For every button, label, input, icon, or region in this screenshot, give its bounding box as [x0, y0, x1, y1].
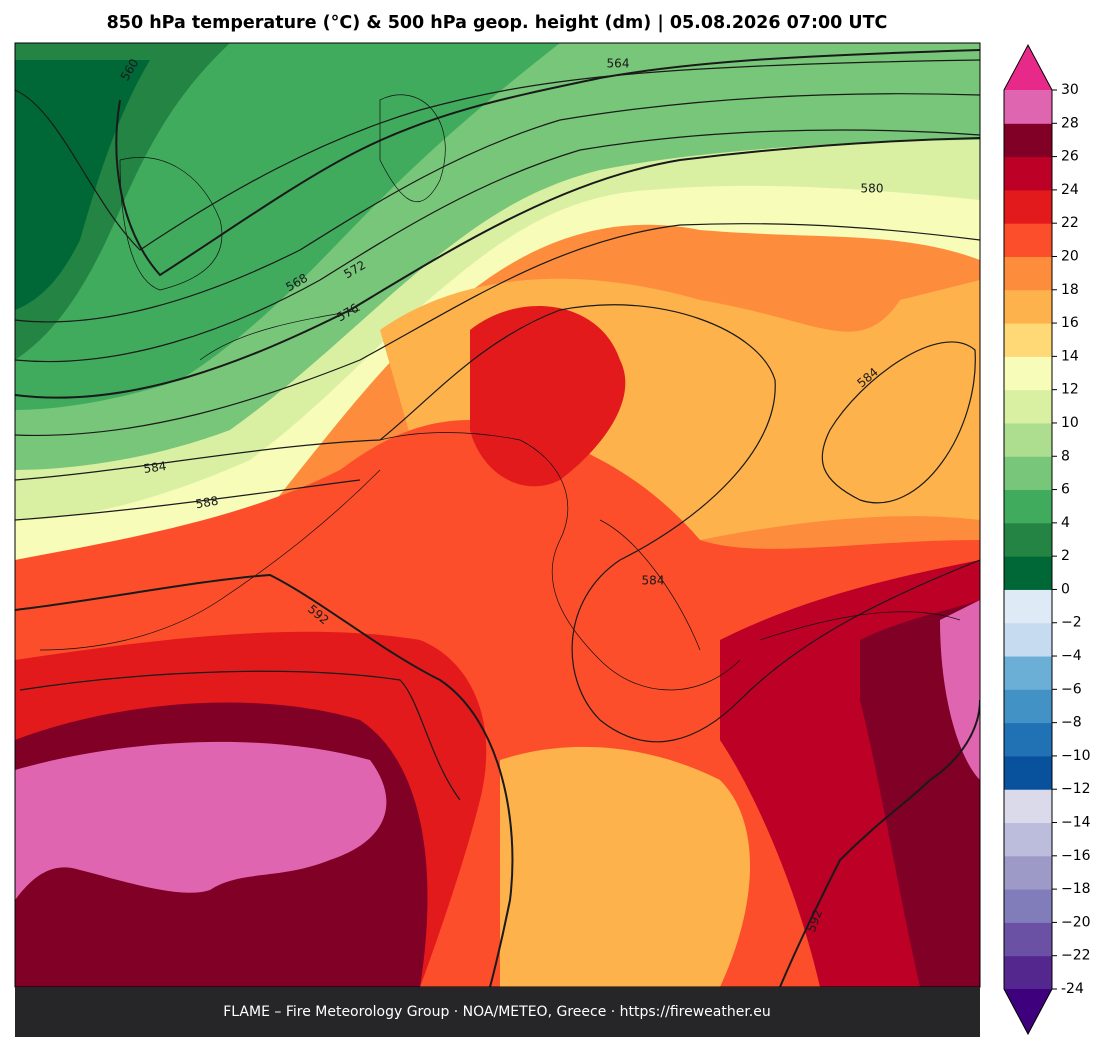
- colorbar-tick-label: −20: [1061, 914, 1091, 930]
- colorbar-band: [1004, 656, 1052, 690]
- colorbar-band: [1004, 289, 1052, 324]
- title: 850 hPa temperature (°C) & 500 hPa geop.…: [107, 13, 888, 33]
- colorbar-band: [1004, 422, 1052, 457]
- temp-area: [470, 306, 626, 487]
- contour-label: 564: [607, 57, 630, 71]
- colorbar-tick-label: 26: [1061, 149, 1079, 165]
- footer-text: FLAME – Fire Meteorology Group · NOA/MET…: [223, 1004, 771, 1020]
- contour-line: [15, 137, 980, 399]
- colorbar-band: [1004, 489, 1052, 524]
- colorbar-tick-label: 22: [1061, 215, 1079, 231]
- contour-line: [15, 129, 980, 363]
- colorbar-band: [1004, 556, 1052, 590]
- colorbar-band: [1004, 90, 1052, 124]
- colorbar-tick-label: −8: [1061, 715, 1082, 731]
- colorbar-band: [1004, 356, 1052, 391]
- colorbar-tick-label: 4: [1061, 515, 1070, 531]
- colorbar-tick-label: −10: [1061, 748, 1091, 764]
- colorbar-tick-label: 8: [1061, 448, 1070, 464]
- footer-bar: [15, 987, 980, 1037]
- colorbar-tick-label: −14: [1061, 815, 1091, 831]
- contour-line: [15, 573, 980, 987]
- colorbar-tick-label: 16: [1061, 315, 1079, 331]
- colorbar-tick-label: -24: [1061, 981, 1084, 997]
- colorbar-tick-label: −22: [1061, 948, 1091, 964]
- colorbar-tick-label: −4: [1061, 648, 1082, 664]
- colorbar-extend-high: [1004, 45, 1052, 90]
- colorbar-band: [1004, 256, 1052, 291]
- colorbar-tick-label: 18: [1061, 282, 1079, 298]
- colorbar-tick-label: 6: [1061, 482, 1070, 498]
- coastline: [39, 94, 961, 691]
- colorbar-band: [1004, 156, 1052, 191]
- contour-line: [15, 93, 980, 323]
- contour-line: [15, 59, 980, 251]
- contour-label: 580: [861, 182, 884, 196]
- colorbar-tick-label: 2: [1061, 548, 1070, 564]
- colorbar-band: [1004, 589, 1052, 624]
- colorbar-extend-low: [1004, 989, 1052, 1034]
- colorbar-band: [1004, 955, 1052, 990]
- contour-label: 584: [642, 574, 665, 588]
- colorbar-band: [1004, 323, 1052, 357]
- colorbar-tick-label: 14: [1061, 348, 1079, 364]
- contour-line: [15, 223, 980, 437]
- colorbar-tick-label: −2: [1061, 615, 1082, 631]
- colorbar-band: [1004, 789, 1052, 824]
- contour-line: [19, 670, 461, 801]
- colorbar-tick-label: 28: [1061, 115, 1079, 131]
- colorbar-band: [1004, 123, 1052, 158]
- contour-label: 584: [143, 459, 168, 476]
- contour-label: 588: [194, 494, 219, 512]
- colorbar-band: [1004, 855, 1052, 890]
- colorbar-band: [1004, 889, 1052, 923]
- colorbar: -24−22−20−18−16−14−12−10−8−6−4−202468101…: [1003, 43, 1091, 1036]
- map: 560 564 568 572 576 580 584 588 584 584 …: [15, 43, 980, 987]
- colorbar-band: [1004, 689, 1052, 724]
- colorbar-tick-label: 20: [1061, 248, 1079, 264]
- colorbar-band: [1004, 189, 1052, 224]
- contour-line: [15, 304, 980, 743]
- temp-area: [500, 746, 750, 987]
- temp-area: [15, 741, 387, 900]
- colorbar-tick-label: 24: [1061, 182, 1079, 198]
- colorbar-band: [1004, 522, 1052, 557]
- colorbar-tick-label: 10: [1061, 415, 1079, 431]
- colorbar-tick-label: 30: [1061, 82, 1079, 98]
- colorbar-band: [1004, 622, 1052, 657]
- temp-area: [940, 600, 980, 780]
- colorbar-tick-label: −18: [1061, 881, 1091, 897]
- colorbar-band: [1004, 755, 1052, 790]
- contour-line: [15, 479, 361, 521]
- colorbar-tick-label: −16: [1061, 848, 1091, 864]
- colorbar-band: [1004, 722, 1052, 757]
- colorbar-tick-label: −12: [1061, 781, 1091, 797]
- colorbar-band: [1004, 456, 1052, 491]
- colorbar-band: [1004, 922, 1052, 957]
- colorbar-tick-label: 12: [1061, 382, 1079, 398]
- colorbar-tick-label: 0: [1061, 581, 1070, 597]
- colorbar-tick-label: −6: [1061, 681, 1082, 697]
- colorbar-band: [1004, 389, 1052, 424]
- colorbar-band: [1004, 822, 1052, 857]
- colorbar-band: [1004, 223, 1052, 257]
- contour-line: [115, 49, 980, 277]
